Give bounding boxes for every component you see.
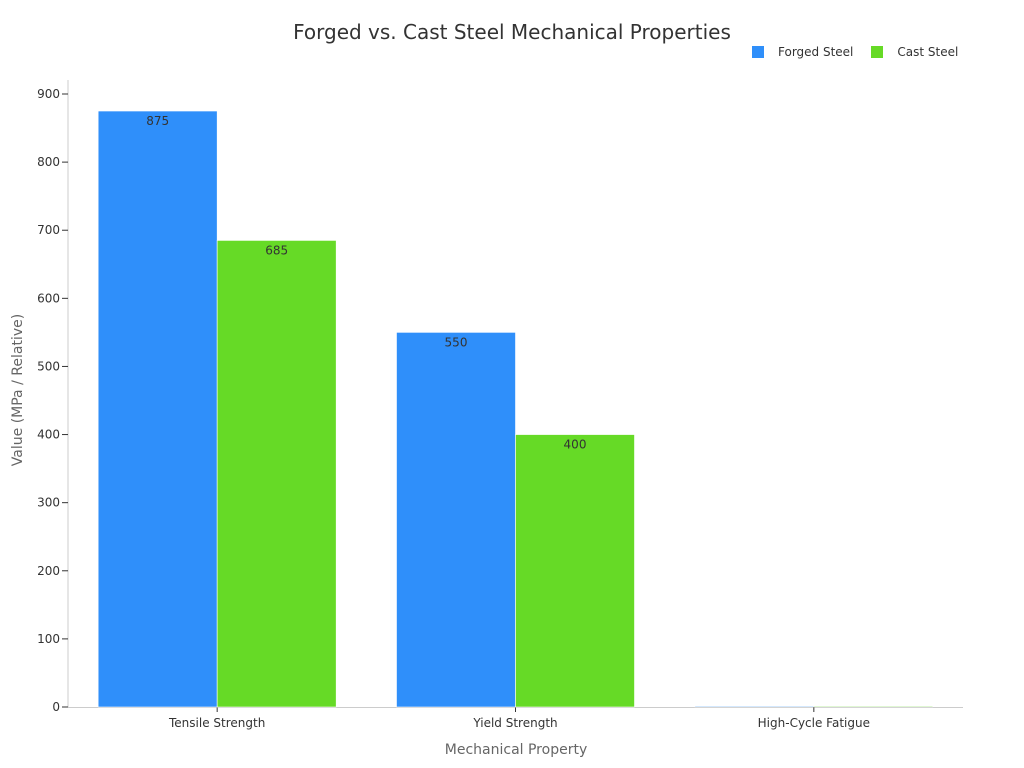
- y-tick-label: 200: [37, 564, 60, 578]
- bar-value-label: 685: [265, 243, 288, 257]
- y-tick-label: 300: [37, 496, 60, 510]
- chart-title: Forged vs. Cast Steel Mechanical Propert…: [293, 20, 731, 44]
- y-tick-label: 500: [37, 359, 60, 373]
- bar-value-label: 550: [445, 335, 468, 349]
- bar-value-label: 400: [564, 438, 587, 452]
- y-tick-label: 700: [37, 223, 60, 237]
- legend-label-forged: Forged Steel: [778, 45, 854, 59]
- legend-item-forged[interactable]: Forged Steel: [752, 45, 853, 59]
- y-tick-label: 800: [37, 155, 60, 169]
- y-tick-label: 400: [37, 428, 60, 442]
- y-tick-label: 900: [37, 87, 60, 101]
- bar-cast-steel: [515, 434, 635, 708]
- legend-label-cast: Cast Steel: [897, 45, 959, 59]
- legend-item-cast[interactable]: Cast Steel: [871, 45, 958, 59]
- y-tick-label: 100: [37, 632, 60, 646]
- x-tick-label: Tensile Strength: [168, 716, 265, 730]
- bar-cast-steel: [216, 240, 337, 708]
- x-axis-title: Mechanical Property: [444, 742, 588, 758]
- legend-swatch-forged: [752, 46, 764, 58]
- bar-forged-steel: [694, 705, 815, 708]
- bar-forged-steel: [97, 110, 218, 708]
- x-tick-label: Yield Strength: [472, 716, 557, 730]
- legend-swatch-cast: [871, 46, 884, 58]
- bar-forged-steel: [396, 332, 516, 708]
- bar-cast-steel: [813, 705, 934, 708]
- chart-legend: Forged Steel Cast Steel: [752, 45, 976, 59]
- bar-value-label: 875: [146, 114, 169, 128]
- x-tick-label: High-Cycle Fatigue: [758, 716, 870, 730]
- y-tick-label: 600: [37, 291, 60, 305]
- y-tick-label: 0: [52, 700, 60, 714]
